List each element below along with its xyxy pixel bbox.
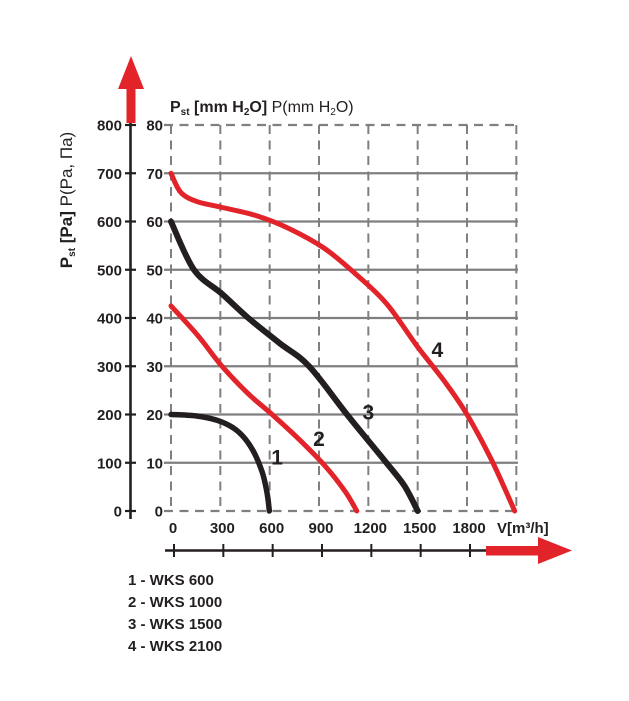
pa-tick-labels: 800 700 600 500 400 300 200 100 0 bbox=[97, 118, 122, 521]
pa-tick-label: 700 bbox=[97, 166, 122, 183]
chart-labels: Pst [mm H2O] P(mm H2O) Pst [Pa] P(Pa, Пa… bbox=[57, 99, 549, 655]
curve-wks-1000 bbox=[168, 303, 360, 514]
pa-tick-label: 100 bbox=[97, 455, 122, 472]
right-arrow-icon bbox=[486, 537, 572, 564]
legend-item: 4 - WKS 2100 bbox=[128, 638, 222, 655]
pa-tick-label: 500 bbox=[97, 262, 122, 279]
x-tick-label: 1200 bbox=[354, 520, 387, 537]
curve-number-label: 3 bbox=[362, 402, 374, 425]
curve-wks-1500 bbox=[168, 218, 421, 514]
pa-tick-label: 0 bbox=[114, 504, 122, 521]
curve-wks-600 bbox=[168, 411, 273, 514]
legend-item: 1 - WKS 600 bbox=[128, 572, 214, 589]
pa-tick-label: 300 bbox=[97, 359, 122, 376]
flow-axis-ticks bbox=[173, 544, 471, 557]
x-tick-label: 900 bbox=[308, 520, 333, 537]
mm-tick-label: 40 bbox=[146, 311, 163, 328]
curve-number-labels: 1 2 3 4 bbox=[271, 339, 443, 470]
x-tick-label: 300 bbox=[210, 520, 235, 537]
x-tick-labels: 0 300 600 900 1200 1500 1800 bbox=[169, 520, 486, 537]
pa-tick-label: 800 bbox=[97, 118, 122, 135]
curve-number-label: 2 bbox=[313, 428, 325, 451]
mm-tick-label: 30 bbox=[146, 359, 163, 376]
x-tick-label: 1800 bbox=[452, 520, 485, 537]
legend-item: 3 - WKS 1500 bbox=[128, 616, 222, 633]
mm-tick-label: 80 bbox=[146, 118, 163, 135]
curve-wks-2100 bbox=[168, 170, 518, 514]
chart-grid bbox=[164, 123, 518, 513]
curve-number-label: 1 bbox=[271, 446, 283, 469]
chart-title: Pst [mm H2O] P(mm H2O) bbox=[170, 99, 354, 118]
pressure-axis bbox=[118, 56, 144, 519]
x-tick-label: 1500 bbox=[403, 520, 436, 537]
flow-axis bbox=[165, 537, 572, 564]
fan-curves bbox=[168, 170, 518, 514]
mm-tick-labels: 80 70 60 50 40 30 20 10 0 bbox=[146, 118, 163, 521]
pa-tick-label: 200 bbox=[97, 407, 122, 424]
mm-tick-label: 60 bbox=[146, 214, 163, 231]
x-axis-title: V[m³/h] bbox=[497, 520, 549, 537]
up-arrow-icon bbox=[118, 56, 144, 123]
mm-tick-label: 70 bbox=[146, 166, 163, 183]
mm-tick-label: 50 bbox=[146, 262, 163, 279]
x-tick-label: 0 bbox=[169, 520, 177, 537]
y-axis-title: Pst [Pa] P(Pa, Пa) bbox=[57, 132, 78, 268]
legend: 1 - WKS 600 2 - WKS 1000 3 - WKS 1500 4 - W… bbox=[128, 572, 222, 655]
pa-tick-label: 400 bbox=[97, 311, 122, 328]
pa-tick-label: 600 bbox=[97, 214, 122, 231]
x-tick-label: 600 bbox=[259, 520, 284, 537]
mm-tick-label: 20 bbox=[146, 407, 163, 424]
mm-tick-label: 0 bbox=[155, 504, 163, 521]
curve-number-label: 4 bbox=[432, 339, 444, 362]
mm-tick-label: 10 bbox=[146, 455, 163, 472]
pressure-axis-ticks bbox=[125, 123, 136, 513]
legend-item: 2 - WKS 1000 bbox=[128, 594, 222, 611]
